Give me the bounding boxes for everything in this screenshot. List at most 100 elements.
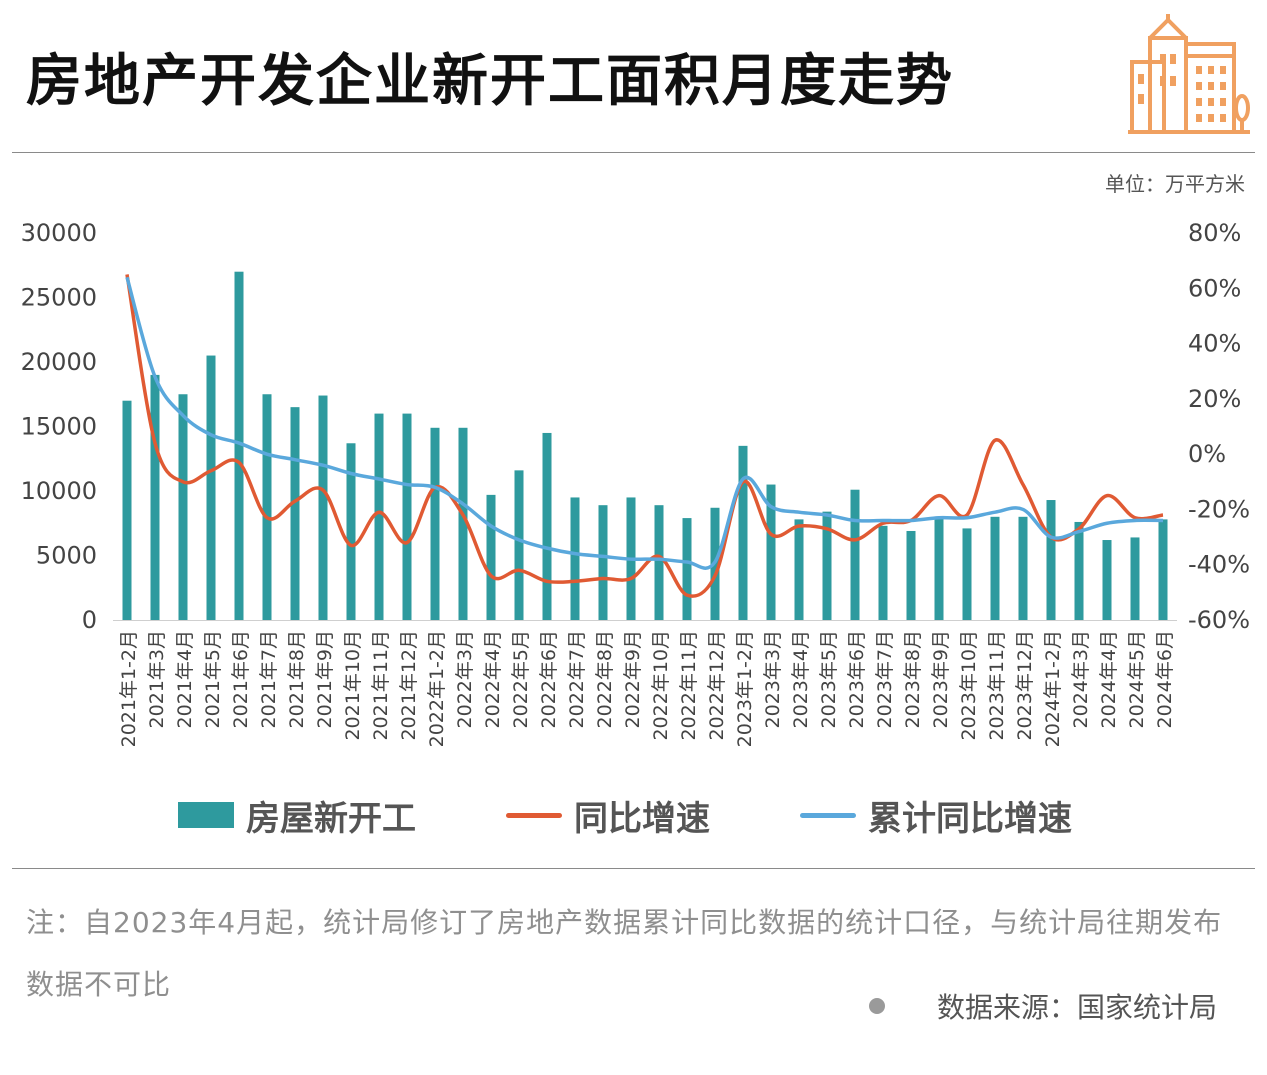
bar bbox=[1158, 519, 1168, 620]
x-tick-label: 2021年11月 bbox=[370, 630, 392, 741]
x-tick-label: 2024年4月 bbox=[1098, 630, 1120, 728]
x-tick-label: 2021年10月 bbox=[342, 630, 364, 741]
bar bbox=[150, 374, 160, 620]
bar bbox=[234, 271, 244, 620]
x-tick-label: 2024年5月 bbox=[1126, 630, 1148, 728]
bar bbox=[934, 516, 944, 620]
bar bbox=[374, 413, 384, 620]
footnote: 注：自2023年4月起，统计局修订了房地产数据累计同比数据的统计口径，与统计局往… bbox=[26, 906, 1223, 1001]
x-tick-label: 2022年6月 bbox=[538, 630, 560, 728]
y-left-tick-label: 0 bbox=[82, 606, 97, 634]
source-line: 数据来源：国家统计局 bbox=[868, 986, 1217, 1026]
x-tick-label: 2021年12月 bbox=[398, 630, 420, 741]
x-tick-label: 2022年8月 bbox=[594, 630, 616, 728]
x-tick-label: 2023年7月 bbox=[874, 630, 896, 728]
y-right-tick-label: -60% bbox=[1188, 606, 1250, 634]
bar bbox=[1046, 500, 1056, 620]
bar bbox=[122, 400, 132, 620]
x-tick-label: 2023年6月 bbox=[846, 630, 868, 728]
x-tick-label: 2023年11月 bbox=[986, 630, 1008, 741]
x-tick-label: 2022年1-2月 bbox=[426, 630, 448, 747]
bar bbox=[962, 528, 972, 620]
y-right-tick-label: 80% bbox=[1188, 219, 1241, 247]
y-left-tick-label: 30000 bbox=[21, 219, 97, 247]
bar bbox=[262, 394, 272, 620]
bar bbox=[346, 443, 356, 620]
legend-label-cum: 累计同比增速 bbox=[868, 798, 1072, 839]
x-tick-label: 2024年1-2月 bbox=[1042, 630, 1064, 747]
building-logo-icon bbox=[1128, 14, 1250, 134]
bar bbox=[598, 505, 608, 620]
bar bbox=[794, 519, 804, 620]
y-right-tick-label: 20% bbox=[1188, 385, 1241, 413]
bar bbox=[458, 427, 468, 620]
x-tick-label: 2022年4月 bbox=[482, 630, 504, 728]
bottom-divider bbox=[12, 868, 1255, 869]
y-right-tick-label: 40% bbox=[1188, 330, 1241, 358]
x-tick-label: 2022年12月 bbox=[706, 630, 728, 741]
y-right-tick-label: 0% bbox=[1188, 440, 1226, 468]
x-tick-label: 2024年3月 bbox=[1070, 630, 1092, 728]
bar bbox=[1130, 537, 1140, 620]
y-right-tick-label: -20% bbox=[1188, 495, 1250, 523]
bar bbox=[318, 395, 328, 620]
bar bbox=[570, 497, 580, 620]
x-tick-label: 2022年3月 bbox=[454, 630, 476, 728]
x-tick-label: 2021年6月 bbox=[230, 630, 252, 728]
unit-label: 单位：万平方米 bbox=[1105, 172, 1245, 196]
bar bbox=[290, 407, 300, 620]
x-tick-label: 2022年9月 bbox=[622, 630, 644, 728]
bar bbox=[1018, 516, 1028, 620]
x-tick-label: 2021年3月 bbox=[146, 630, 168, 728]
legend-item-bar: 房屋新开工 bbox=[178, 790, 416, 840]
bar bbox=[430, 427, 440, 620]
chart-area: 0 5000 10000 15000 20000 25000 30000 -60% -40% -2… bbox=[21, 219, 1250, 747]
bar bbox=[766, 484, 776, 620]
x-tick-label: 2023年4月 bbox=[790, 630, 812, 728]
bar bbox=[878, 525, 888, 620]
y-left-tick-label: 5000 bbox=[36, 542, 97, 570]
bar bbox=[990, 516, 1000, 620]
x-tick-label: 2022年11月 bbox=[678, 630, 700, 741]
x-tick-label: 2021年5月 bbox=[202, 630, 224, 728]
legend-swatch-yoy bbox=[506, 812, 562, 818]
y-left-tick-label: 15000 bbox=[21, 413, 97, 441]
bar bbox=[402, 413, 412, 620]
legend-swatch-bar bbox=[178, 802, 234, 828]
x-tick-label: 2021年4月 bbox=[174, 630, 196, 728]
x-tick-label: 2022年10月 bbox=[650, 630, 672, 741]
bar bbox=[850, 489, 860, 620]
legend: 房屋新开工 同比增速 累计同比增速 bbox=[170, 790, 1130, 840]
x-tick-label: 2023年1-2月 bbox=[734, 630, 756, 747]
x-tick-label: 2024年6月 bbox=[1154, 630, 1176, 728]
chart-title: 房地产开发企业新开工面积月度走势 bbox=[26, 49, 954, 114]
x-tick-label: 2023年9月 bbox=[930, 630, 952, 728]
x-tick-label: 2021年8月 bbox=[286, 630, 308, 728]
bar bbox=[682, 518, 692, 620]
series-line-cumulative bbox=[125, 276, 1164, 570]
series-line-yoy bbox=[125, 274, 1164, 598]
y-right-tick-label: -40% bbox=[1188, 551, 1250, 579]
bar bbox=[738, 445, 748, 620]
x-tick-label: 2021年7月 bbox=[258, 630, 280, 728]
bar bbox=[1074, 521, 1084, 620]
bar bbox=[206, 355, 216, 620]
legend-swatch-cum bbox=[800, 812, 856, 818]
legend-item-cum: 累计同比增速 bbox=[800, 790, 1072, 840]
top-divider bbox=[12, 152, 1255, 153]
x-tick-label: 2023年12月 bbox=[1014, 630, 1036, 741]
bar bbox=[654, 505, 664, 620]
y-left-tick-label: 25000 bbox=[21, 284, 97, 312]
bar bbox=[514, 470, 524, 620]
bar bbox=[1102, 540, 1112, 620]
source-dot-icon bbox=[868, 998, 885, 1014]
x-tick-label: 2023年5月 bbox=[818, 630, 840, 728]
legend-item-yoy: 同比增速 bbox=[506, 790, 710, 840]
x-tick-label: 2023年10月 bbox=[958, 630, 980, 741]
x-tick-label: 2022年7月 bbox=[566, 630, 588, 728]
bar bbox=[822, 511, 832, 620]
source-text: 数据来源：国家统计局 bbox=[936, 991, 1217, 1024]
x-tick-label: 2021年1-2月 bbox=[118, 630, 140, 747]
bar bbox=[906, 530, 916, 620]
y-left-tick-label: 10000 bbox=[21, 477, 97, 505]
